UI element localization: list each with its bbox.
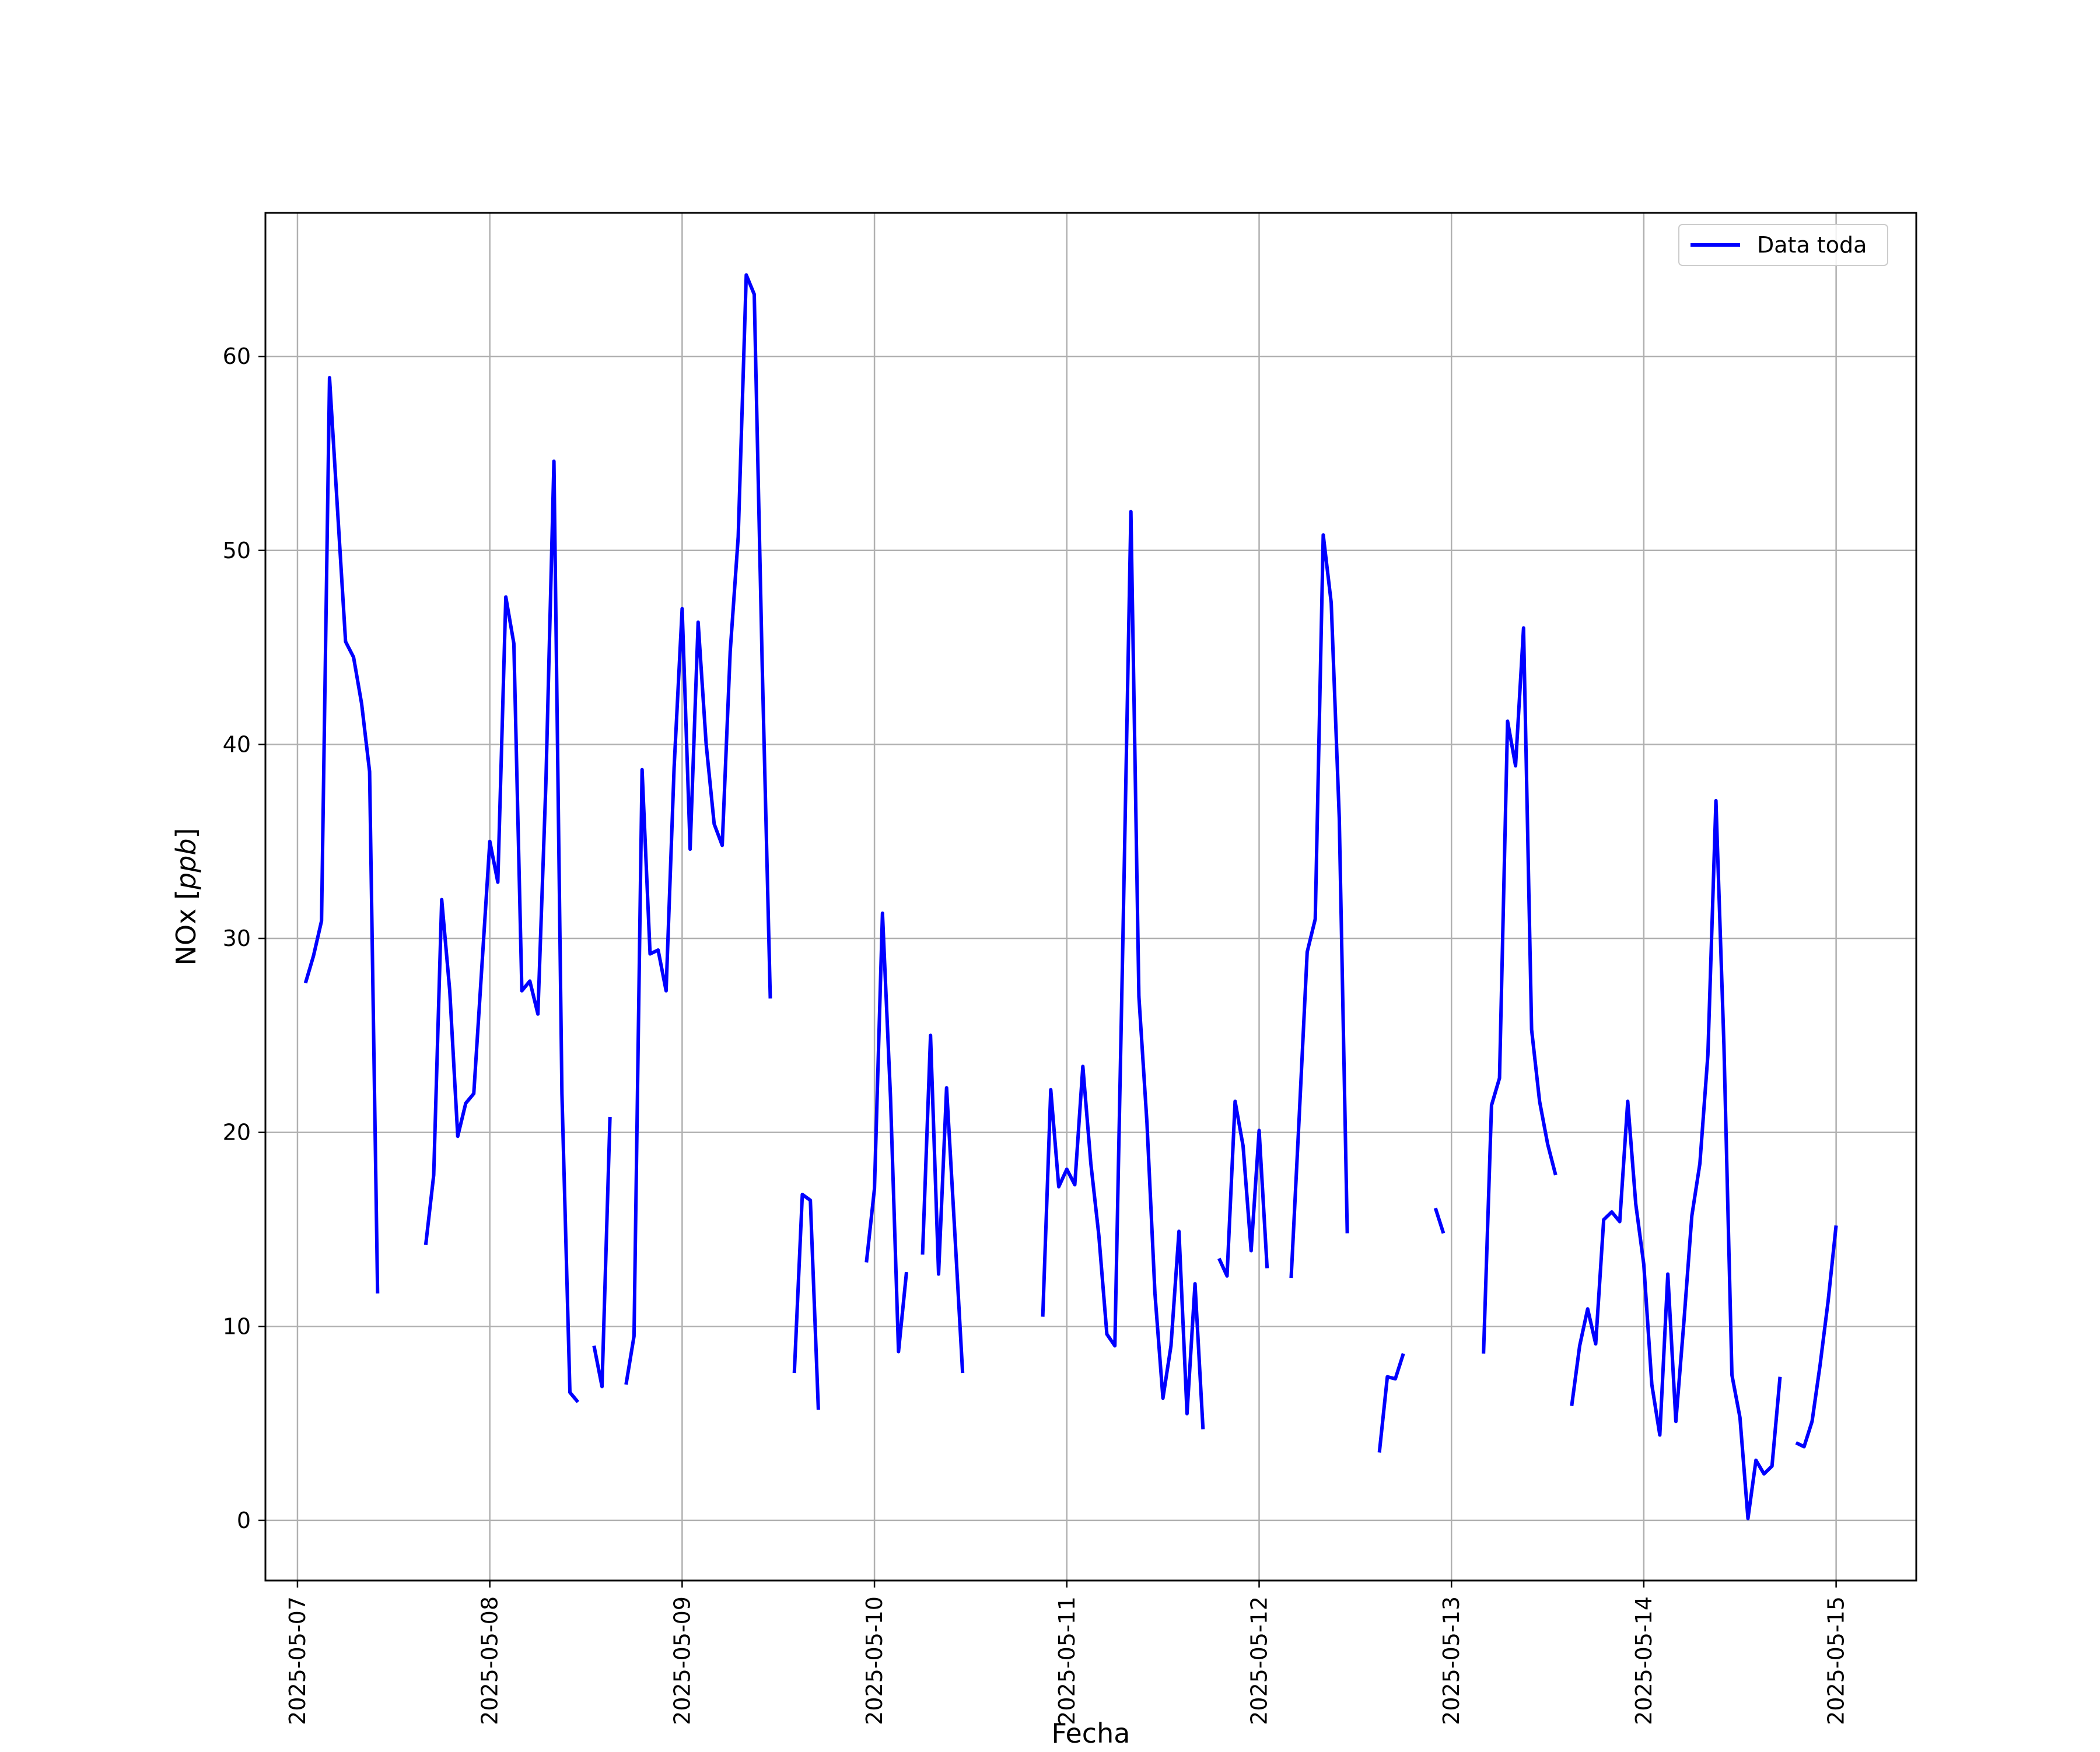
legend-box <box>1678 224 1888 266</box>
x-axis-ticks: 2025-05-07 2025-05-08 2025-05-09 2025-05-10… <box>285 1581 1849 1725</box>
y-axis-label-main: NOx <box>170 900 202 965</box>
legend: Data toda <box>1678 224 1888 266</box>
x-tick-label: 2025-05-15 <box>1824 1596 1849 1725</box>
y-axis-label: NOx [ppb] <box>170 828 202 966</box>
series-line-segment <box>424 459 580 1403</box>
x-tick-label: 2025-05-08 <box>477 1596 503 1725</box>
series-line-segment <box>1377 1352 1405 1453</box>
grid <box>265 213 1916 1581</box>
x-tick-label: 2025-05-10 <box>862 1596 887 1725</box>
x-tick-label: 2025-05-07 <box>285 1596 310 1725</box>
y-axis-label-unit: ppb <box>170 838 202 890</box>
series-line-segment <box>1433 1207 1446 1234</box>
series-line-segment <box>592 1116 612 1389</box>
legend-label: Data toda <box>1757 232 1867 258</box>
series-line-segment <box>1217 1099 1269 1278</box>
x-tick-label: 2025-05-12 <box>1246 1596 1272 1725</box>
y-tick-label: 50 <box>223 538 251 563</box>
series-line-segment <box>1289 533 1349 1278</box>
y-tick-label: 10 <box>223 1313 251 1339</box>
y-axis-label-close: ] <box>170 828 202 839</box>
series-line-segment <box>1041 510 1205 1429</box>
series-line-segment <box>1482 626 1558 1354</box>
y-tick-label: 40 <box>223 731 251 757</box>
series-line-segment <box>624 273 772 1385</box>
plot-area-lines <box>303 273 1838 1520</box>
series-line-segment <box>303 376 380 1294</box>
series-line-segment <box>864 911 908 1354</box>
series-line-segment <box>1795 1225 1838 1449</box>
y-axis-ticks: 0 10 20 30 40 50 60 <box>223 344 265 1533</box>
y-axis-label-open: [ <box>170 889 202 900</box>
x-tick-label: 2025-05-14 <box>1631 1596 1657 1725</box>
series-line-segment <box>1570 798 1782 1520</box>
x-tick-label: 2025-05-13 <box>1438 1596 1464 1725</box>
y-tick-label: 20 <box>223 1120 251 1145</box>
series-line-segment <box>792 1193 820 1410</box>
x-axis-label: Fecha <box>1052 1718 1130 1749</box>
y-tick-label: 30 <box>223 926 251 951</box>
series-line-segment <box>921 1033 965 1373</box>
x-tick-label: 2025-05-11 <box>1054 1596 1080 1725</box>
y-tick-label: 0 <box>237 1508 251 1533</box>
plot-frame <box>264 212 1917 1582</box>
x-tick-label: 2025-05-09 <box>669 1596 695 1725</box>
y-tick-label: 60 <box>223 344 251 369</box>
